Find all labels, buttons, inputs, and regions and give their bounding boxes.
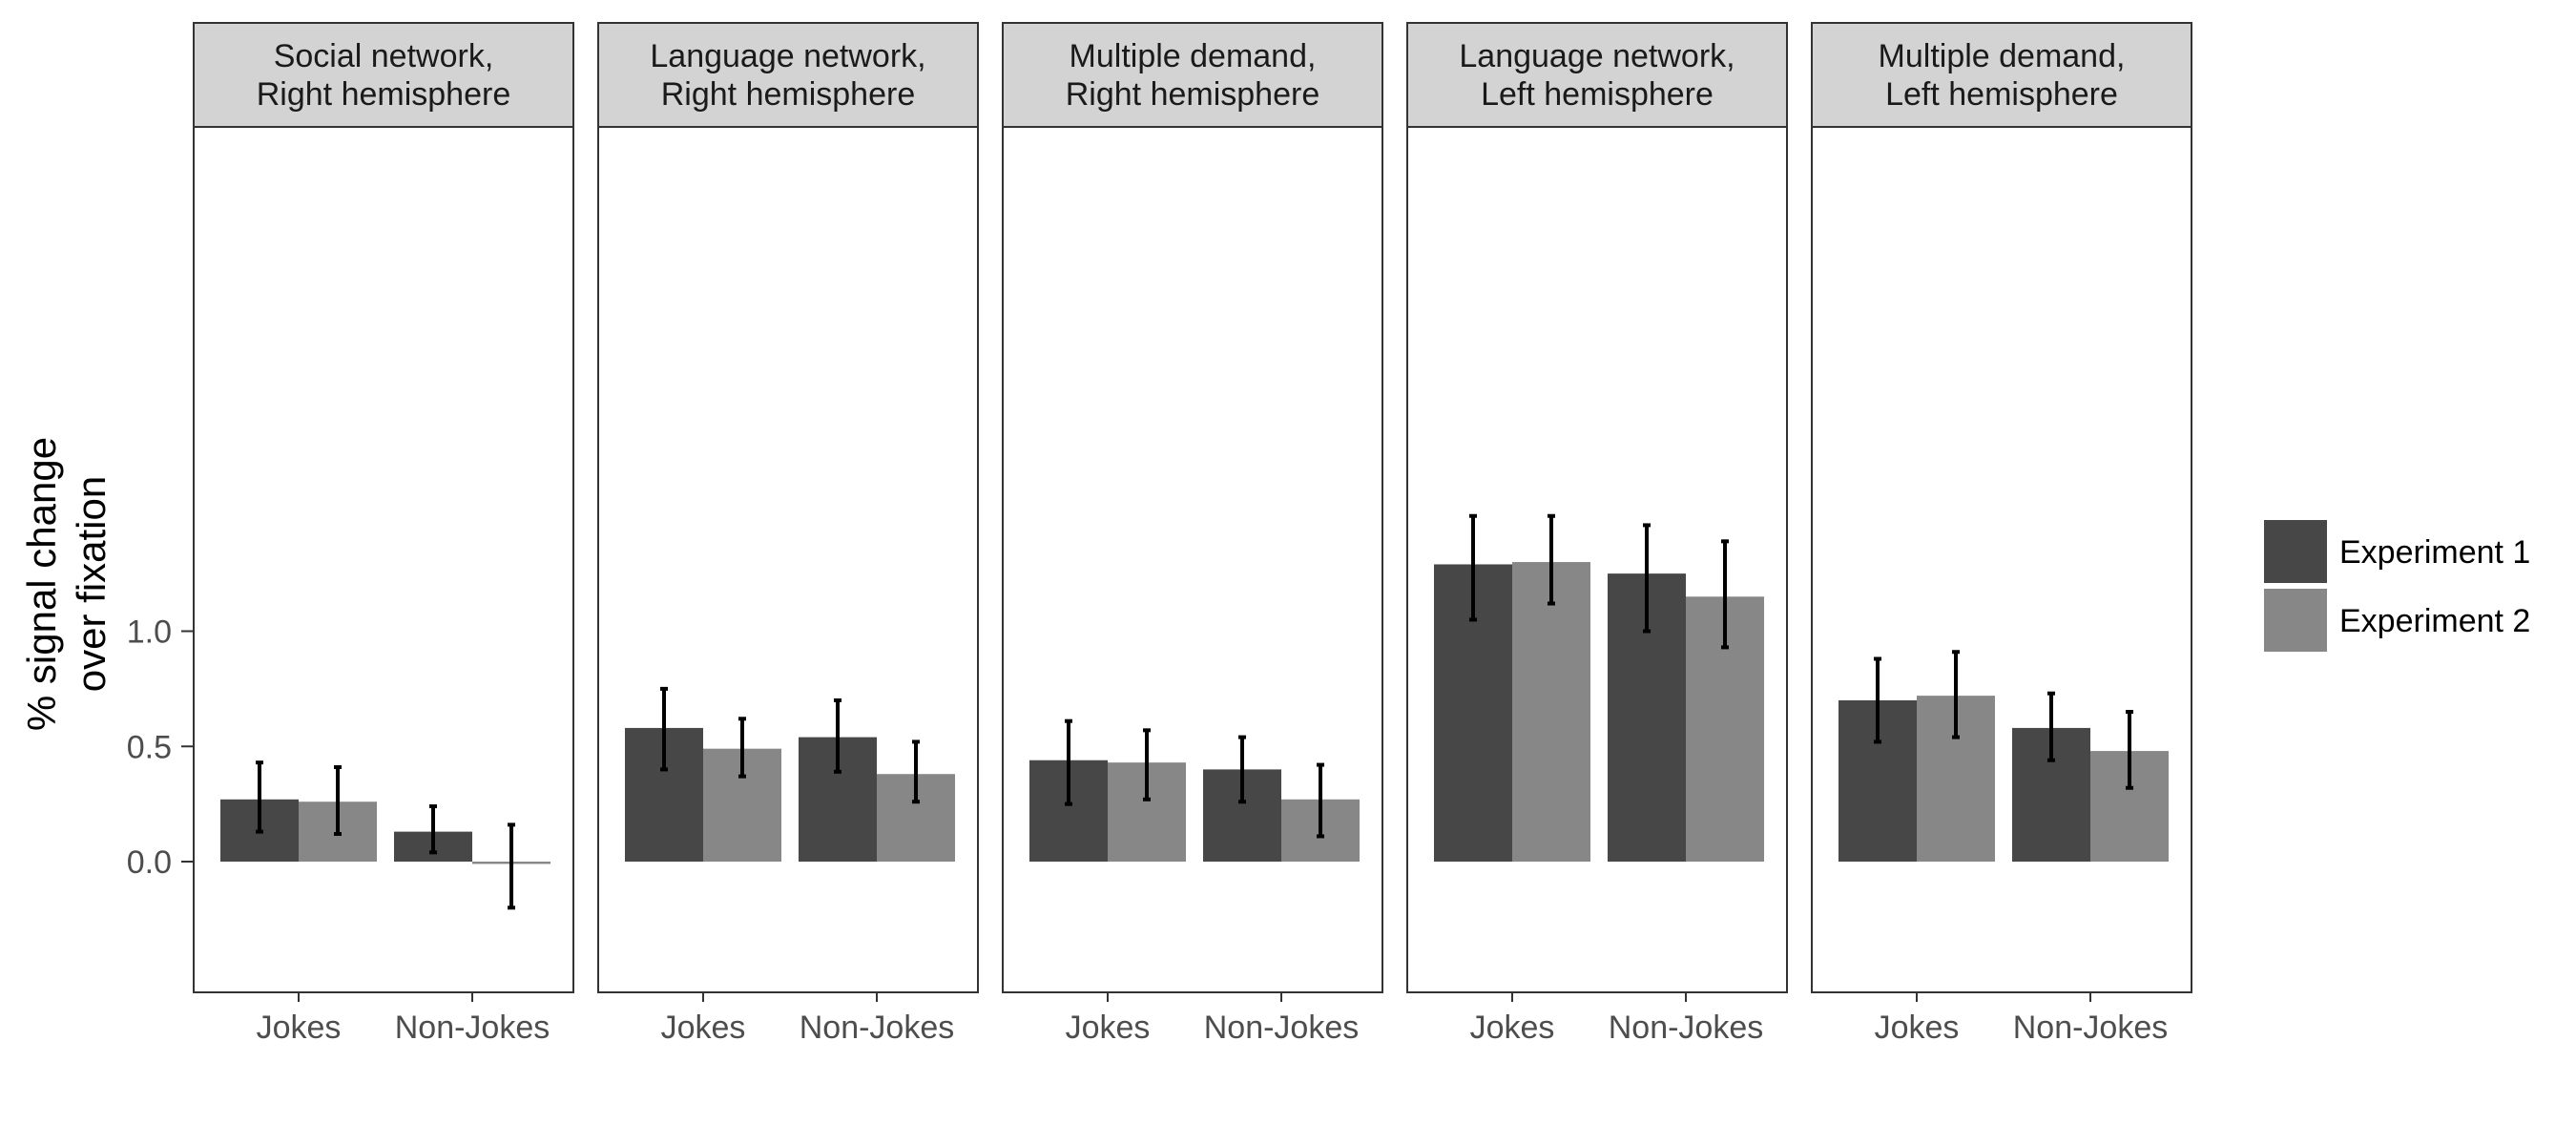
plot-background bbox=[1812, 127, 2192, 992]
y-axis-label-line: % signal change bbox=[19, 437, 64, 731]
x-tick-label: Jokes bbox=[1875, 1010, 1960, 1046]
bar bbox=[1512, 562, 1590, 862]
facet-panel: Multiple demand,Left hemisphere Jokes Non-… bbox=[1811, 22, 2192, 1046]
x-tick-label: Non-Jokes bbox=[1204, 1010, 1360, 1046]
y-axis-label-line: over fixation bbox=[69, 476, 114, 692]
x-tick-label: Jokes bbox=[257, 1010, 342, 1046]
legend: Experiment 1 Experiment 2 bbox=[2264, 520, 2530, 652]
facet-title-line: Language network, bbox=[650, 38, 925, 74]
x-tick-label: Non-Jokes bbox=[395, 1010, 551, 1046]
legend-label: Experiment 1 bbox=[2339, 534, 2530, 571]
facet-panel: Language network,Left hemisphere Jokes Non… bbox=[1406, 22, 1788, 1046]
y-axis-title: % signal change over fixation 0.0 0.5 1.0 bbox=[19, 437, 194, 881]
x-tick-label: Jokes bbox=[1066, 1010, 1151, 1046]
y-tick-label: 0.0 bbox=[127, 844, 172, 881]
x-tick-label: Non-Jokes bbox=[800, 1010, 955, 1046]
y-tick-label: 1.0 bbox=[127, 614, 172, 651]
facet-title-line: Right hemisphere bbox=[661, 76, 915, 113]
x-tick-label: Jokes bbox=[661, 1010, 746, 1046]
y-tick-label: 0.5 bbox=[127, 729, 172, 765]
facet-title-line: Left hemisphere bbox=[1481, 76, 1714, 113]
facet-panel: Social network,Right hemisphere Jokes Non-… bbox=[193, 22, 574, 1046]
panel-border bbox=[1002, 126, 1383, 993]
facet-strip bbox=[597, 22, 979, 128]
panel-border bbox=[193, 126, 574, 993]
facet-panel: Language network,Right hemisphere Jokes No… bbox=[597, 22, 979, 1046]
facet-title-line: Right hemisphere bbox=[257, 76, 510, 113]
x-tick-label: Jokes bbox=[1470, 1010, 1555, 1046]
legend-key bbox=[2264, 520, 2327, 583]
legend-label: Experiment 2 bbox=[2339, 603, 2530, 639]
panel-border bbox=[1811, 126, 2192, 993]
facet-title-line: Language network, bbox=[1459, 38, 1735, 74]
facet-title-line: Multiple demand, bbox=[1879, 38, 2126, 74]
plot-background bbox=[598, 127, 978, 992]
facet-title-line: Multiple demand, bbox=[1070, 38, 1317, 74]
facet-panel: Multiple demand,Right hemisphere Jokes Non… bbox=[1002, 22, 1383, 1046]
facet-strip bbox=[1811, 22, 2192, 128]
panel-border bbox=[1406, 126, 1788, 993]
facet-strip bbox=[1406, 22, 1788, 128]
facet-title-line: Left hemisphere bbox=[1885, 76, 2118, 113]
panel-border bbox=[597, 126, 979, 993]
facet-title-line: Right hemisphere bbox=[1066, 76, 1319, 113]
facet-strip bbox=[193, 22, 574, 128]
facet-title-line: Social network, bbox=[274, 38, 494, 74]
x-tick-label: Non-Jokes bbox=[1609, 1010, 1764, 1046]
x-tick-label: Non-Jokes bbox=[2013, 1010, 2169, 1046]
plot-background bbox=[1407, 127, 1787, 992]
legend-key bbox=[2264, 589, 2327, 652]
plot-background bbox=[1003, 127, 1382, 992]
facet-strip bbox=[1002, 22, 1383, 128]
